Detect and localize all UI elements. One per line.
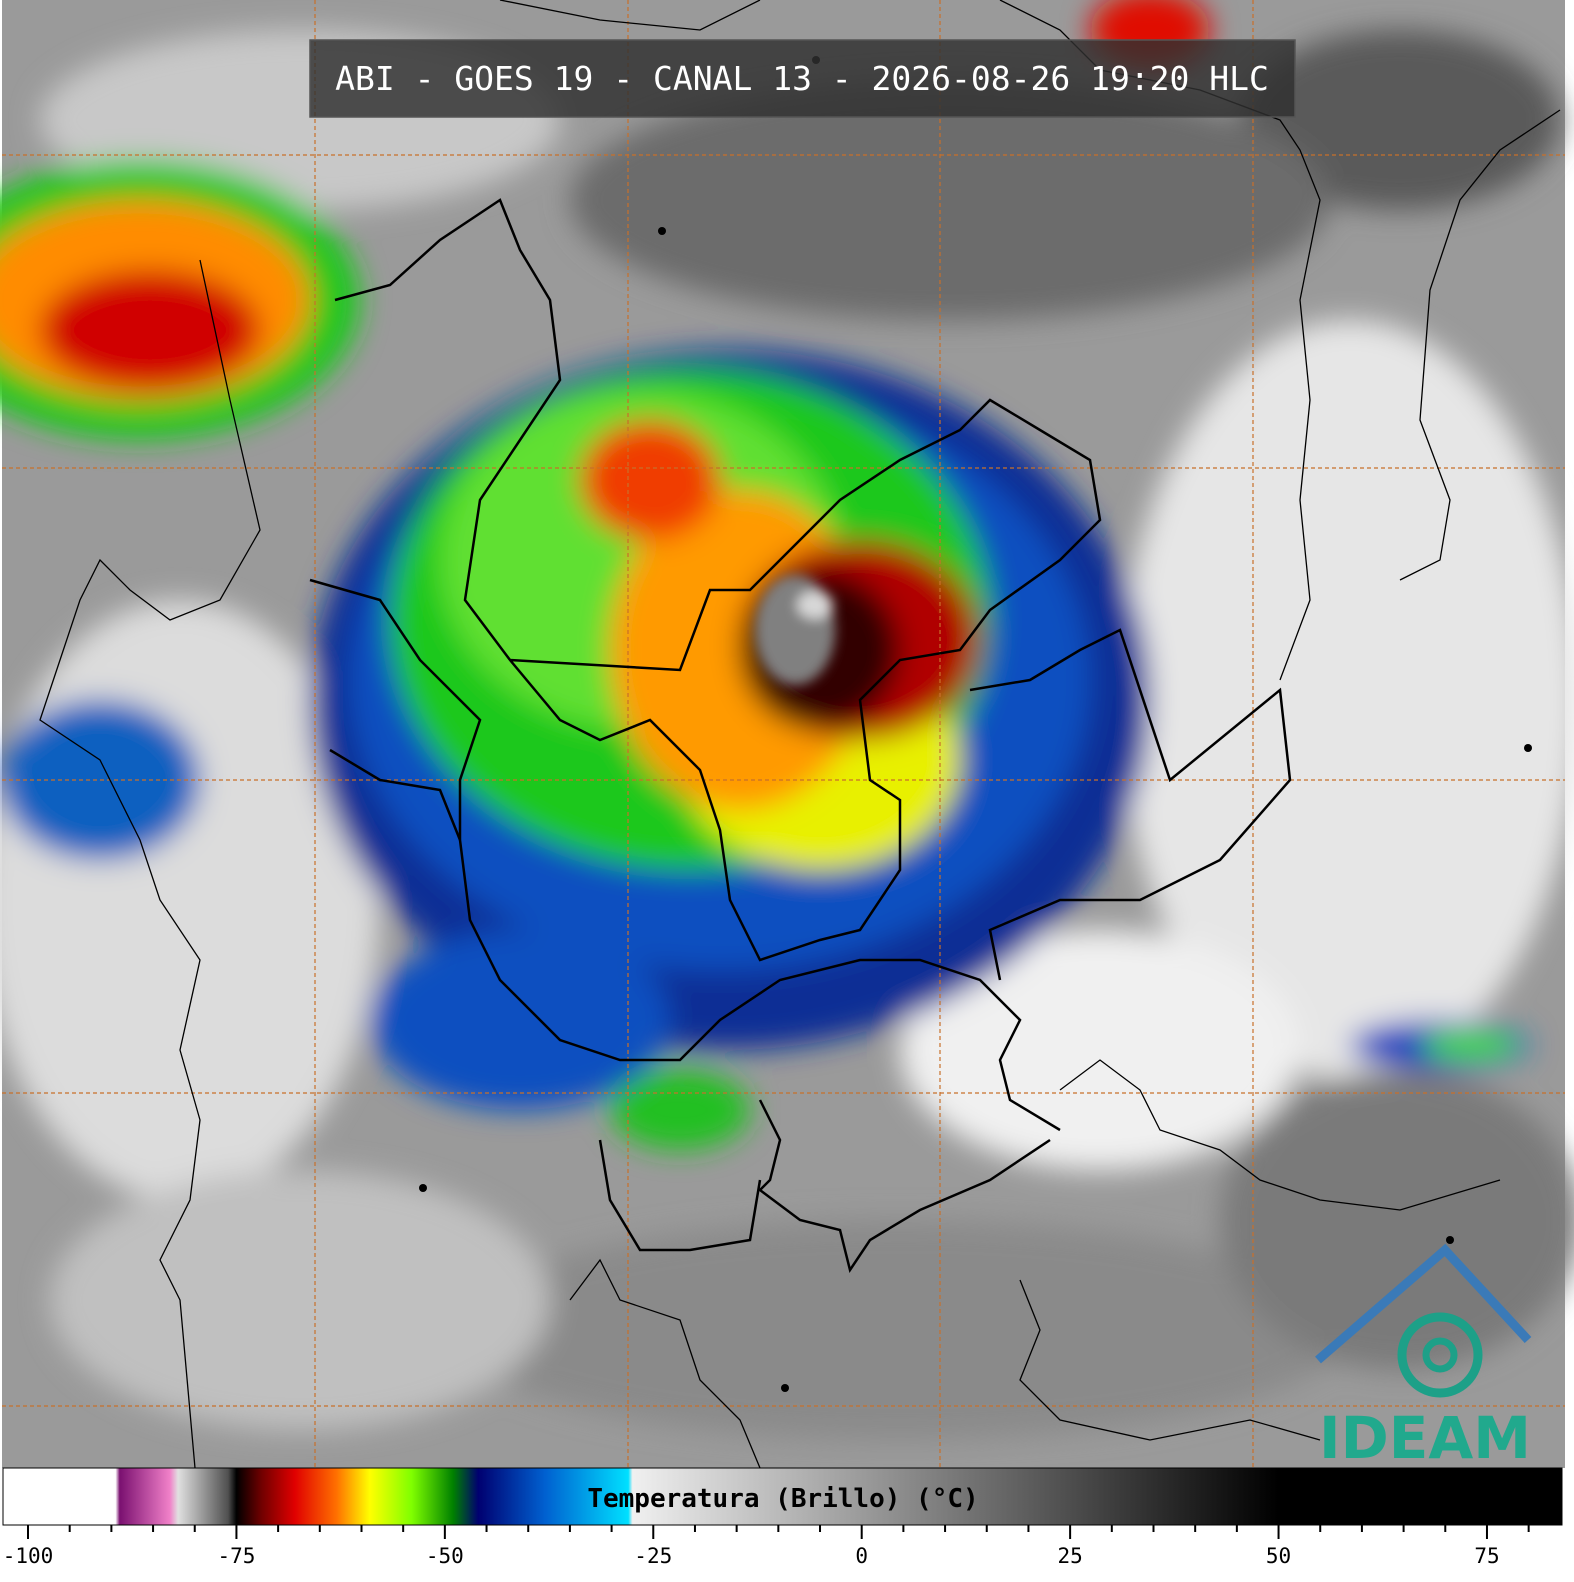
title-box xyxy=(309,39,1296,118)
title: ABI - GOES 19 - CANAL 13 - 2026-08-26 19… xyxy=(335,59,1269,98)
tick-label: 25 xyxy=(1057,1544,1082,1568)
cloud-image xyxy=(0,0,1574,1469)
tick-label: 0 xyxy=(855,1544,868,1568)
logo-text: IDEAM xyxy=(1319,1404,1531,1472)
tick-label: -50 xyxy=(426,1544,464,1568)
colorbar xyxy=(2,1467,1563,1526)
colorbar-label: Temperatura (Brillo) (°C) xyxy=(587,1484,978,1514)
tick-label: -75 xyxy=(217,1544,255,1568)
tick-label: 50 xyxy=(1266,1544,1291,1568)
tick-label: -25 xyxy=(634,1544,672,1568)
tick-label: 75 xyxy=(1474,1544,1499,1568)
ideam-logo: IDEAM xyxy=(1315,1243,1532,1472)
tick-label: -100 xyxy=(3,1544,54,1568)
